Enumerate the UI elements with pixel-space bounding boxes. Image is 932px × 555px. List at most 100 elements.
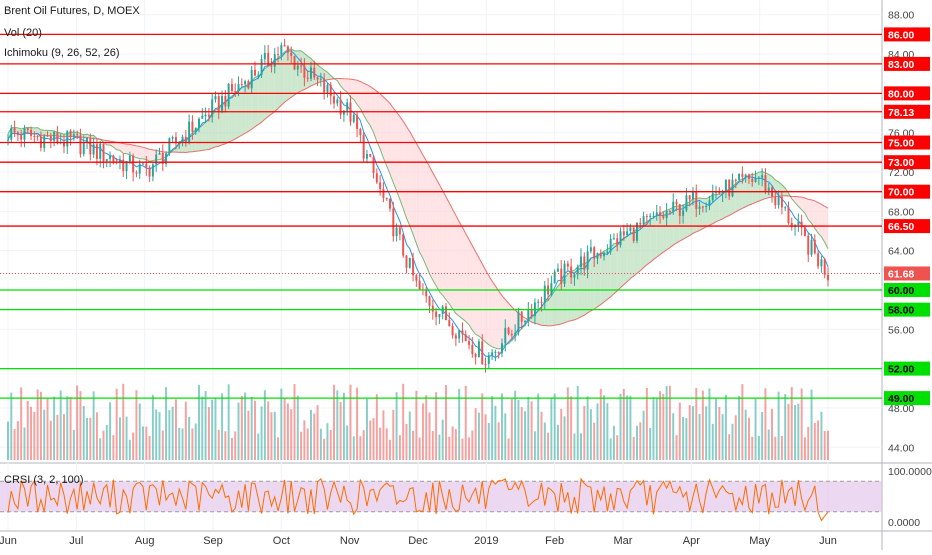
candle-body bbox=[612, 238, 615, 240]
volume-bar bbox=[168, 410, 171, 460]
ichimoku-cloud-segment bbox=[254, 76, 259, 127]
candle-body bbox=[76, 134, 79, 136]
candle-body bbox=[174, 137, 177, 144]
candle-body bbox=[481, 341, 484, 365]
candle-body bbox=[290, 52, 293, 56]
volume-bar bbox=[39, 391, 42, 460]
ichimoku-cloud-segment bbox=[215, 108, 219, 147]
candle-body bbox=[639, 222, 642, 225]
candle-body bbox=[375, 173, 378, 183]
ichimoku-cloud-segment bbox=[366, 84, 371, 126]
price-tick-label: 88.00 bbox=[888, 10, 914, 22]
candle-body bbox=[53, 131, 56, 141]
volume-bar bbox=[365, 398, 368, 460]
ichimoku-cloud-segment bbox=[225, 98, 229, 144]
ichimoku-cloud-segment bbox=[758, 171, 763, 202]
candle-body bbox=[754, 178, 757, 183]
volume-bar bbox=[823, 430, 826, 460]
candle-body bbox=[691, 191, 694, 200]
candle-body bbox=[191, 121, 194, 132]
ichimoku-cloud-segment bbox=[716, 193, 720, 222]
ichimoku-cloud-segment bbox=[557, 282, 562, 325]
ichimoku-span-a bbox=[7, 48, 829, 350]
ichimoku-cloud-segment bbox=[422, 154, 427, 266]
ichimoku-cloud-segment bbox=[686, 201, 690, 238]
candle-body bbox=[118, 159, 121, 163]
volume-bar bbox=[817, 420, 820, 460]
last-price-label: 61.68 bbox=[888, 268, 914, 280]
ichimoku-cloud-segment bbox=[432, 172, 437, 286]
volume-bar bbox=[672, 413, 675, 460]
ichimoku-cloud-segment bbox=[814, 200, 819, 234]
volume-bar bbox=[441, 419, 444, 460]
volume-bar bbox=[349, 384, 352, 460]
candle-body bbox=[132, 155, 135, 173]
candle-body bbox=[468, 341, 471, 345]
candle-body bbox=[797, 221, 800, 226]
candle-body bbox=[66, 130, 69, 147]
ichimoku-cloud-segment bbox=[742, 177, 746, 209]
ichimoku-cloud-segment bbox=[347, 78, 351, 98]
volume-bar bbox=[10, 392, 13, 460]
volume-bar bbox=[497, 422, 500, 460]
level-tag bbox=[884, 219, 930, 234]
ichimoku-cloud-segment bbox=[778, 181, 782, 197]
ichimoku-cloud-segment bbox=[735, 180, 740, 212]
candle-body bbox=[711, 192, 714, 201]
volume-bar bbox=[738, 396, 741, 460]
candle-body bbox=[445, 306, 447, 321]
candle-body bbox=[662, 215, 665, 218]
candle-body bbox=[95, 144, 98, 159]
ichimoku-cloud-segment bbox=[482, 263, 486, 343]
level-tag bbox=[884, 27, 930, 42]
candle-body bbox=[382, 189, 385, 198]
candle-body bbox=[211, 99, 214, 117]
volume-bar bbox=[583, 406, 586, 460]
candle-body bbox=[517, 311, 520, 333]
chart-title: Brent Oil Futures, D, MOEX bbox=[4, 5, 140, 17]
candle-body bbox=[649, 215, 652, 217]
candle-body bbox=[524, 320, 527, 322]
volume-bar bbox=[16, 421, 19, 460]
ichimoku-cloud-segment bbox=[739, 178, 743, 210]
ichimoku-cloud-segment bbox=[551, 290, 555, 326]
candle-body bbox=[764, 175, 767, 192]
candle-body bbox=[250, 69, 253, 89]
candle-body bbox=[761, 175, 764, 178]
volume-bar bbox=[415, 390, 418, 460]
ichimoku-cloud-segment bbox=[455, 215, 460, 317]
volume-bar bbox=[76, 385, 79, 460]
candle-body bbox=[389, 198, 391, 209]
candle-body bbox=[329, 84, 332, 97]
volume-bar bbox=[161, 430, 164, 460]
resistance-label: 78.13 bbox=[888, 107, 914, 119]
volume-bar bbox=[402, 383, 405, 460]
candle-body bbox=[665, 211, 668, 218]
ichimoku-cloud-segment bbox=[485, 270, 489, 345]
candle-body bbox=[171, 137, 174, 139]
volume-bar bbox=[553, 393, 556, 460]
volume-bar bbox=[652, 397, 655, 460]
volume-bar bbox=[586, 396, 589, 460]
ichimoku-cloud-segment bbox=[195, 127, 200, 152]
volume-bar bbox=[342, 392, 345, 460]
candle-body bbox=[701, 206, 704, 208]
volume-bar bbox=[425, 395, 428, 460]
candle-body bbox=[504, 327, 507, 344]
candle-body bbox=[188, 121, 191, 143]
candle-body bbox=[13, 127, 16, 133]
candle-body bbox=[540, 301, 543, 303]
x-tick-label: Nov bbox=[340, 535, 360, 547]
volume-bar bbox=[92, 391, 95, 460]
volume-bar bbox=[277, 437, 280, 460]
volume-bar bbox=[369, 420, 372, 460]
volume-bar bbox=[507, 438, 510, 460]
candle-body bbox=[695, 191, 698, 209]
candle-body bbox=[682, 210, 685, 216]
volume-bar bbox=[247, 410, 250, 460]
volume-bar bbox=[362, 430, 365, 460]
volume-bar bbox=[36, 389, 39, 460]
candle-body bbox=[642, 216, 645, 225]
volume-bar bbox=[122, 383, 125, 460]
ichimoku-cloud-segment bbox=[597, 253, 601, 307]
